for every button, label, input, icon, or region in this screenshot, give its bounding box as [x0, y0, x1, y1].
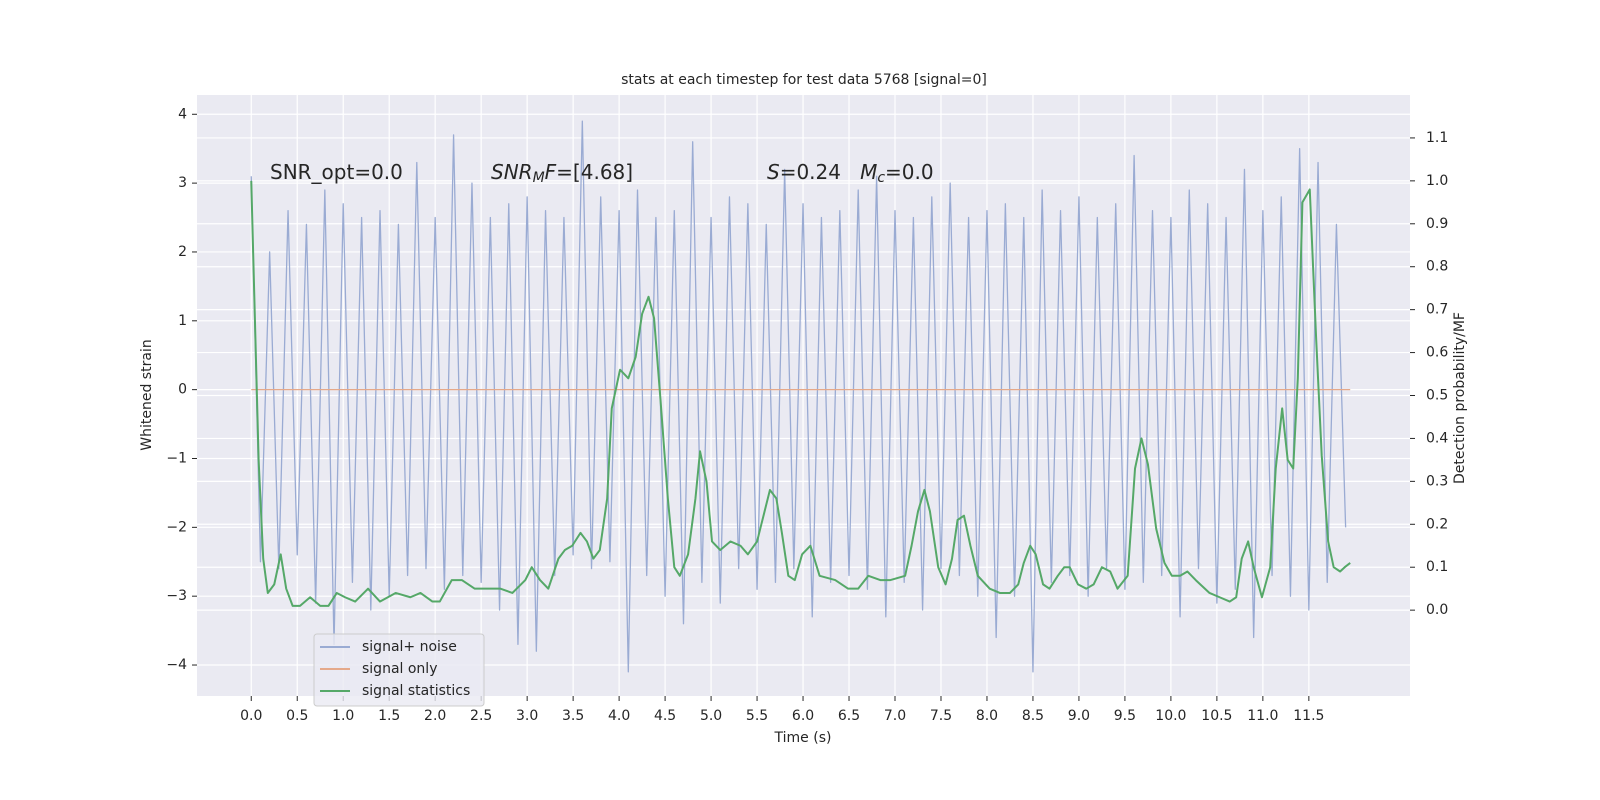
- x-tick-label: 6.5: [838, 708, 860, 724]
- y-tick-label: 0: [178, 382, 187, 398]
- x-tick-label: 1.5: [378, 708, 400, 724]
- annotation-part: =0.0: [885, 160, 934, 184]
- x-tick-label: 7.5: [930, 708, 952, 724]
- annotation-part: M: [860, 160, 877, 184]
- y2-tick-label: 0.6: [1426, 345, 1448, 361]
- x-tick-label: 4.5: [654, 708, 676, 724]
- y2-tick-label: 0.1: [1426, 559, 1448, 575]
- y2-tick-label: 0.3: [1426, 473, 1448, 489]
- annotation-part: S: [767, 160, 780, 184]
- x-tick-label: 2.5: [470, 708, 492, 724]
- annotation: SNR_opt=0.0: [270, 160, 403, 184]
- axes: 0.0 0.5 1.0 1.5 2.0 2.5 3.0 3.5 4.0 4.5 5.0 5.5 6.0 6…: [166, 106, 1448, 724]
- x-axis-label: Time (s): [774, 730, 832, 746]
- x-tick-label: 8.5: [1022, 708, 1044, 724]
- x-tick-label: 8.0: [976, 708, 998, 724]
- x-tick-label: 3.5: [562, 708, 584, 724]
- y2-axis-label: Detection probability/MF: [1452, 312, 1468, 484]
- annotation-part: F: [545, 160, 557, 184]
- x-tick-label: 10.5: [1201, 708, 1232, 724]
- x-tick-label: 2.0: [424, 708, 446, 724]
- y2-tick-label: 0.9: [1426, 216, 1448, 232]
- legend-label: signal only: [362, 661, 437, 677]
- x-tick-label: 11.0: [1247, 708, 1278, 724]
- y2-tick-label: 0.5: [1426, 388, 1448, 404]
- annotation: S=0.24 Mc=0.0: [767, 160, 934, 187]
- x-tick-label: 6.0: [792, 708, 814, 724]
- y-axis-label: Whitened strain: [139, 339, 155, 450]
- series-line: [250, 180, 1351, 607]
- legend-label: signal statistics: [362, 683, 470, 699]
- legend-box: [313, 633, 485, 707]
- y2-tick-label: 0.2: [1426, 516, 1448, 532]
- x-tick-label: 1.0: [332, 708, 354, 724]
- series-line: [250, 120, 1347, 673]
- x-tick-label: 5.5: [746, 708, 768, 724]
- y-tick-label: 4: [178, 106, 187, 122]
- y-tick-label: −3: [166, 588, 187, 604]
- chart-title: stats at each timestep for test data 576…: [621, 72, 987, 88]
- annotation-part: SNR: [491, 160, 533, 184]
- y-tick-label: 3: [178, 175, 187, 191]
- y-tick-label: 2: [178, 244, 187, 260]
- legend: signal+ noise signal only signal statistic…: [313, 633, 485, 707]
- y-tick-label: −1: [166, 450, 187, 466]
- grid: [197, 95, 1410, 696]
- y2-tick-label: 1.0: [1426, 173, 1448, 189]
- annotation-part: =[4.68]: [556, 160, 633, 184]
- x-tick-label: 3.0: [516, 708, 538, 724]
- legend-label: signal+ noise: [362, 639, 457, 655]
- x-tick-label: 7.0: [884, 708, 906, 724]
- x-tick-label: 5.0: [700, 708, 722, 724]
- x-tick-label: 0.0: [240, 708, 262, 724]
- x-tick-label: 9.5: [1114, 708, 1136, 724]
- x-tick-label: 9.0: [1068, 708, 1090, 724]
- y2-tick-label: 0.8: [1426, 259, 1448, 275]
- y-tick-label: 1: [178, 313, 187, 329]
- y2-tick-label: 0.0: [1426, 602, 1448, 618]
- annotation-part: SNR_opt=0.0: [270, 160, 403, 184]
- x-tick-label: 4.0: [608, 708, 630, 724]
- x-tick-label: 11.5: [1293, 708, 1324, 724]
- y-tick-label: −2: [166, 519, 187, 535]
- y2-tick-label: 1.1: [1426, 130, 1448, 146]
- x-tick-label: 0.5: [286, 708, 308, 724]
- marks: [250, 120, 1351, 673]
- x-tick-label: 10.0: [1155, 708, 1186, 724]
- annotation-part: M: [533, 170, 545, 186]
- y2-tick-label: 0.4: [1426, 430, 1448, 446]
- y-tick-label: −4: [166, 657, 187, 673]
- annotation: SNRMF=[4.68]: [491, 160, 633, 187]
- y2-tick-label: 0.7: [1426, 302, 1448, 318]
- annotation-part: c: [877, 170, 885, 186]
- annotation-part: =0.24: [780, 160, 860, 184]
